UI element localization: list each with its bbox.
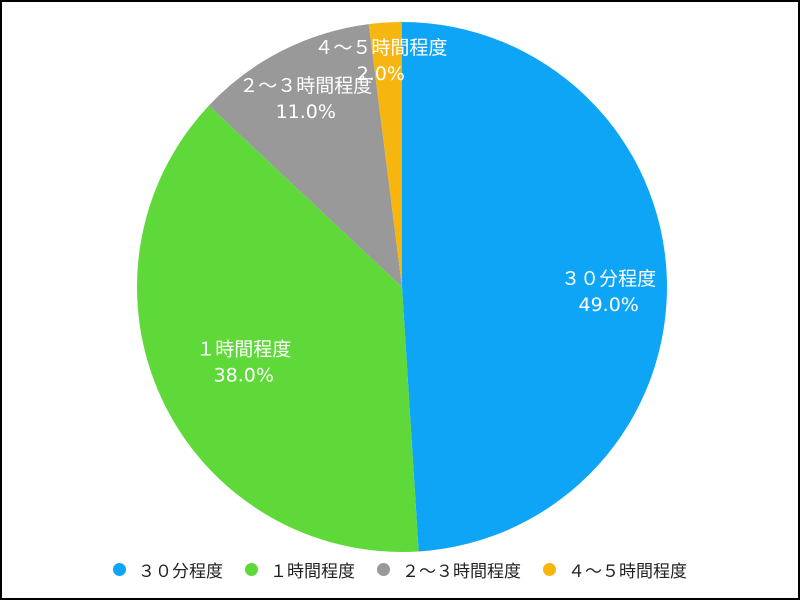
- legend-label-4-5hours: ４〜５時間程度: [568, 561, 687, 582]
- slice-category-label-3: ４〜５時間程度: [314, 37, 447, 59]
- legend-swatch-4-5hours: [543, 562, 556, 576]
- pie-slice-2[interactable]: [208, 24, 402, 288]
- legend-item-2-3hours[interactable]: ２〜３時間程度: [377, 557, 521, 582]
- slice-category-label-0: ３０分程度: [561, 268, 656, 290]
- slice-category-label-2: ２〜３時間程度: [239, 75, 372, 97]
- legend-item-4-5hours[interactable]: ４〜５時間程度: [543, 557, 687, 582]
- pie-slice-3[interactable]: [368, 22, 402, 287]
- legend-label-30min: ３０分程度: [138, 561, 223, 582]
- legend-item-1hour[interactable]: １時間程度: [245, 557, 355, 582]
- slice-value-label-2: 11.0%: [276, 101, 336, 123]
- pie-slice-0[interactable]: [402, 22, 668, 552]
- slice-category-label-1: １時間程度: [196, 338, 291, 360]
- legend-swatch-1hour: [245, 562, 258, 576]
- slice-value-label-1: 38.0%: [214, 364, 274, 386]
- legend-item-30min[interactable]: ３０分程度: [113, 557, 223, 582]
- legend-label-1hour: １時間程度: [270, 561, 355, 582]
- legend-swatch-2-3hours: [377, 562, 390, 576]
- legend: ３０分程度 １時間程度 ２〜３時間程度 ４〜５時間程度: [2, 555, 798, 583]
- legend-label-2-3hours: ２〜３時間程度: [402, 561, 521, 582]
- slice-value-label-0: 49.0%: [578, 294, 638, 316]
- slice-value-label-3: 2.0%: [357, 63, 405, 85]
- pie-slice-1[interactable]: [136, 105, 419, 552]
- legend-swatch-30min: [113, 562, 126, 576]
